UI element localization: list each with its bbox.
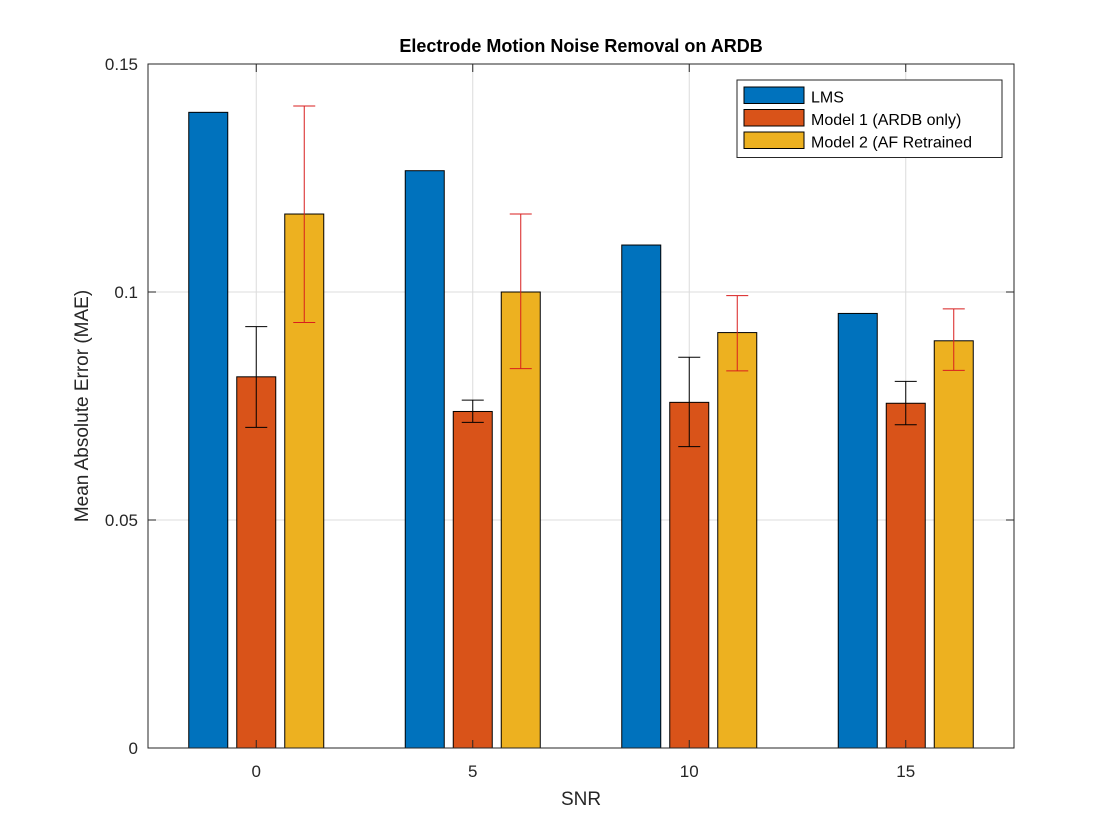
bar xyxy=(452,410,493,749)
bar xyxy=(236,376,277,749)
bar xyxy=(717,332,758,749)
y-tick-label: 0 xyxy=(129,739,138,758)
x-tick-label: 10 xyxy=(680,762,699,781)
chart-title: Electrode Motion Noise Removal on ARDB xyxy=(399,36,762,56)
bar xyxy=(404,170,445,749)
y-tick-label: 0.1 xyxy=(114,283,138,302)
legend-label: LMS xyxy=(811,90,844,107)
bar xyxy=(885,402,926,749)
legend-label: Model 1 (ARDB only) xyxy=(811,112,961,129)
y-tick-label: 0.05 xyxy=(105,511,138,530)
x-axis-label: SNR xyxy=(561,789,601,810)
bar xyxy=(621,244,662,749)
y-axis-label: Mean Absolute Error (MAE) xyxy=(72,290,93,522)
bar xyxy=(669,401,710,749)
bar xyxy=(933,340,974,749)
bars xyxy=(188,111,974,749)
x-tick-label: 0 xyxy=(252,762,261,781)
x-tick-label: 5 xyxy=(468,762,477,781)
legend: LMS Model 1 (ARDB only) Model 2 (AF Retrai… xyxy=(736,79,1003,158)
legend-swatch xyxy=(743,86,805,104)
legend-swatch xyxy=(743,131,805,149)
x-tick-label: 15 xyxy=(896,762,915,781)
plot-area xyxy=(148,64,1014,748)
axes-box xyxy=(147,63,1015,749)
legend-label: Model 2 (AF Retrained xyxy=(811,135,972,152)
y-tick-label: 0.15 xyxy=(105,55,138,74)
bar xyxy=(188,111,229,749)
error-bars xyxy=(245,105,965,448)
bar xyxy=(837,312,878,749)
axis-ticks: 0 0.05 0.1 0.15 0 5 10 15 xyxy=(105,55,1014,781)
legend-swatch xyxy=(743,109,805,127)
